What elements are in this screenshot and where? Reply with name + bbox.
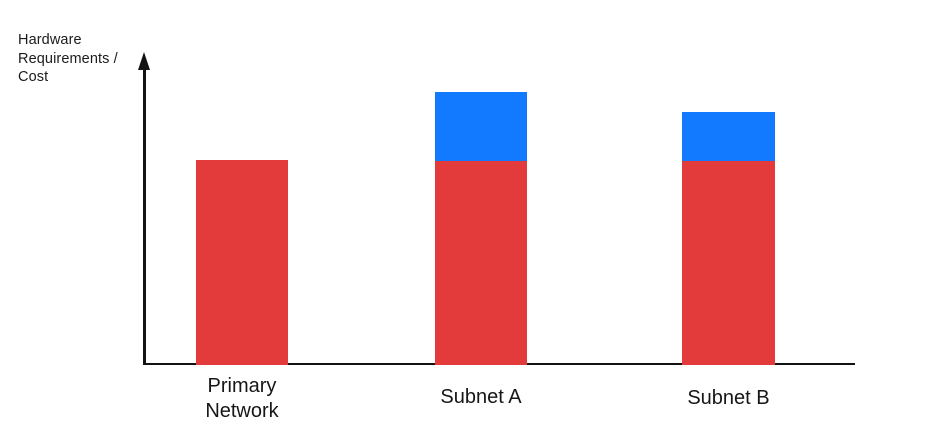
category-label-primary-network: Primary Network bbox=[205, 375, 279, 422]
bar-subnet-b bbox=[682, 112, 775, 365]
y-axis-title-line: Requirements / bbox=[18, 50, 118, 67]
category-label-subnet-b: Subnet B bbox=[687, 387, 770, 409]
blue-segment bbox=[435, 92, 527, 161]
red-segment bbox=[196, 160, 288, 365]
y-axis-arrowhead-icon bbox=[137, 52, 150, 70]
y-axis-line bbox=[143, 68, 146, 365]
category-label-subnet-a: Subnet A bbox=[440, 386, 522, 408]
red-segment bbox=[682, 161, 775, 365]
y-axis-title: Hardware Requirements / Cost bbox=[18, 31, 118, 87]
blue-segment bbox=[682, 112, 775, 161]
bar-subnet-a bbox=[435, 92, 527, 365]
bar-primary-network bbox=[196, 160, 288, 365]
y-axis-title-line: Hardware bbox=[18, 32, 82, 48]
y-axis-title-line: Cost bbox=[18, 69, 49, 85]
red-segment bbox=[435, 161, 527, 365]
